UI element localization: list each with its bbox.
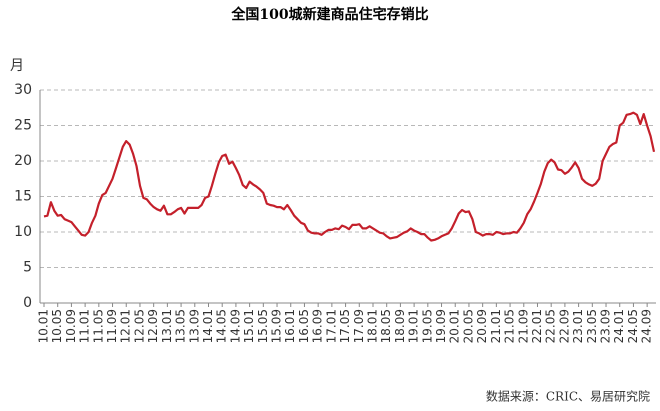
x-tick-label: 20.01 <box>448 309 462 343</box>
x-tick-label: 18.09 <box>393 309 407 343</box>
x-tick-label: 16.05 <box>297 309 311 343</box>
x-tick-label: 17.01 <box>324 309 338 343</box>
x-tick-label: 22.05 <box>544 309 558 343</box>
x-tick-label: 13.05 <box>174 309 188 343</box>
x-tick-label: 15.01 <box>242 309 256 343</box>
x-tick-label: 15.05 <box>256 309 270 343</box>
x-tick-label: 18.05 <box>379 309 393 343</box>
x-tick-label: 13.01 <box>160 309 174 343</box>
chart-title: 全国100城新建商品住宅存销比 <box>230 6 428 23</box>
x-tick-label: 19.01 <box>407 309 421 343</box>
x-tick-label: 19.09 <box>434 309 448 343</box>
x-tick-label: 23.01 <box>571 309 585 343</box>
y-tick-label: 25 <box>14 118 32 134</box>
y-tick-label: 10 <box>14 224 32 240</box>
x-tick-label: 24.05 <box>626 309 640 343</box>
x-tick-label: 22.09 <box>557 309 571 343</box>
y-tick-label: 5 <box>23 260 32 276</box>
x-tick-label: 15.09 <box>270 309 284 343</box>
x-tick-label: 16.09 <box>311 309 325 343</box>
x-tick-label: 21.01 <box>489 309 503 343</box>
line-series <box>43 111 656 242</box>
x-tick-label: 11.09 <box>105 309 119 343</box>
x-tick-label: 17.09 <box>352 309 366 343</box>
x-tick-label: 21.05 <box>503 309 517 343</box>
x-tick-label: 24.09 <box>640 309 654 343</box>
x-tick-label: 19.05 <box>420 309 434 343</box>
x-tick-label: 20.05 <box>461 309 475 343</box>
x-tick-label: 10.05 <box>50 309 64 343</box>
x-tick-label: 11.05 <box>91 309 105 343</box>
x-tick-label: 24.01 <box>612 309 626 343</box>
x-tick-label: 14.05 <box>215 309 229 343</box>
source-note: 数据来源：CRIC、易居研究院 <box>486 389 650 404</box>
y-tick-label: 0 <box>23 295 32 311</box>
y-tick-label: 30 <box>14 82 32 98</box>
x-tick-label: 13.09 <box>187 309 201 343</box>
x-tick-label: 14.09 <box>228 309 242 343</box>
x-tick-label: 20.09 <box>475 309 489 343</box>
x-tick-label: 23.09 <box>599 309 613 343</box>
x-tick-label: 18.01 <box>365 309 379 343</box>
x-tick-label: 23.05 <box>585 309 599 343</box>
x-tick-label: 10.01 <box>37 309 51 343</box>
y-tick-label: 15 <box>14 189 32 205</box>
y-tick-label: 20 <box>14 153 32 169</box>
x-tick-label: 12.01 <box>119 309 133 343</box>
x-tick-label: 14.01 <box>201 309 215 343</box>
y-axis-label: 月 <box>10 58 24 74</box>
x-tick-label: 17.05 <box>338 309 352 343</box>
x-tick-label: 12.05 <box>132 309 146 343</box>
x-tick-label: 10.09 <box>64 309 78 343</box>
x-tick-label: 12.09 <box>146 309 160 343</box>
x-tick-label: 21.09 <box>516 309 530 343</box>
x-tick-label: 22.01 <box>530 309 544 343</box>
x-tick-label: 11.01 <box>78 309 92 343</box>
x-tick-label: 16.01 <box>283 309 297 343</box>
